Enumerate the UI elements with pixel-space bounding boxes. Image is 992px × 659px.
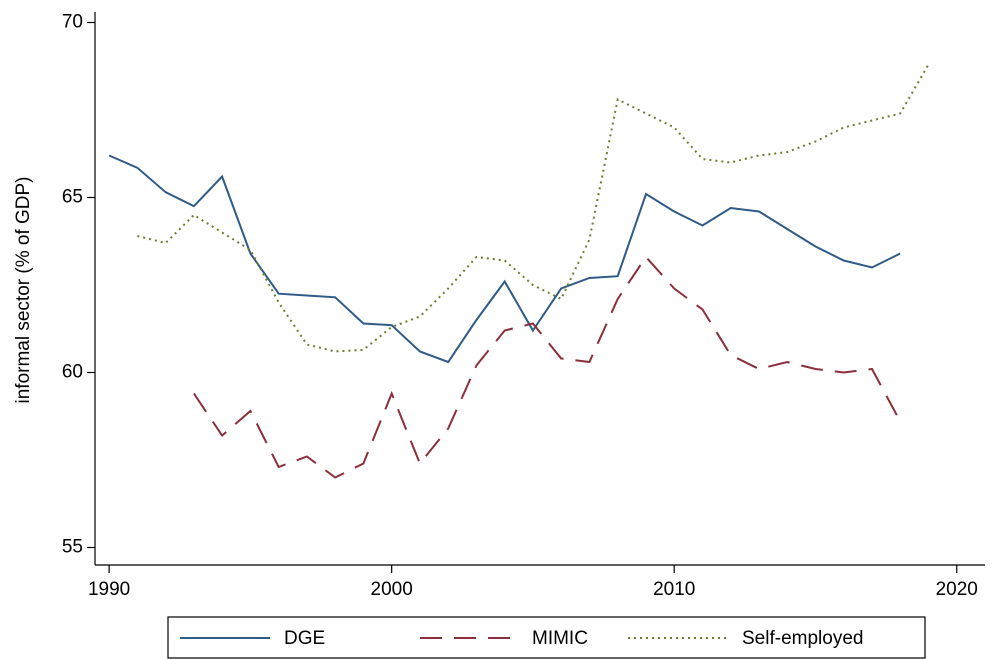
y-tick-label: 60 xyxy=(62,362,83,383)
y-tick-label: 55 xyxy=(62,537,83,558)
series-line xyxy=(108,154,901,364)
y-tick-label: 70 xyxy=(62,12,83,33)
series-line xyxy=(137,63,930,353)
y-axis-label: informal sector (% of GDP) xyxy=(13,177,34,404)
legend-label: DGE xyxy=(284,628,325,649)
x-tick-label: 2010 xyxy=(653,579,695,600)
x-tick-label: 1990 xyxy=(88,579,130,600)
x-tick-label: 2000 xyxy=(371,579,413,600)
series-line xyxy=(193,255,902,479)
legend-label: MIMIC xyxy=(532,628,588,649)
legend xyxy=(167,616,926,659)
x-tick-label: 2020 xyxy=(936,579,978,600)
y-tick-label: 65 xyxy=(62,187,83,208)
legend-label: Self-employed xyxy=(742,628,863,649)
